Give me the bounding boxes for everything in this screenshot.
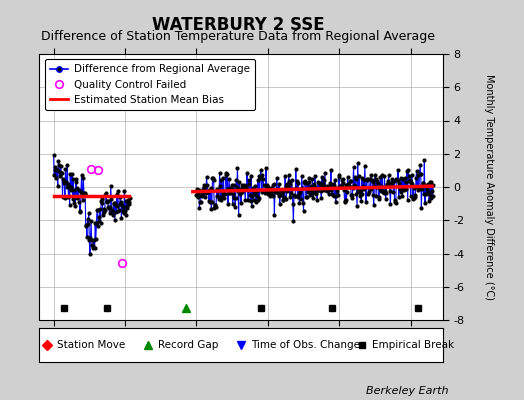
Text: Record Gap: Record Gap bbox=[158, 340, 219, 350]
Y-axis label: Monthly Temperature Anomaly Difference (°C): Monthly Temperature Anomaly Difference (… bbox=[484, 74, 494, 300]
Text: Empirical Break: Empirical Break bbox=[372, 340, 454, 350]
Text: Time of Obs. Change: Time of Obs. Change bbox=[251, 340, 360, 350]
Text: Difference of Station Temperature Data from Regional Average: Difference of Station Temperature Data f… bbox=[41, 30, 435, 43]
Text: Station Move: Station Move bbox=[58, 340, 126, 350]
Text: WATERBURY 2 SSE: WATERBURY 2 SSE bbox=[152, 16, 325, 34]
Text: Berkeley Earth: Berkeley Earth bbox=[366, 386, 448, 396]
Legend: Difference from Regional Average, Quality Control Failed, Estimated Station Mean: Difference from Regional Average, Qualit… bbox=[45, 59, 255, 110]
